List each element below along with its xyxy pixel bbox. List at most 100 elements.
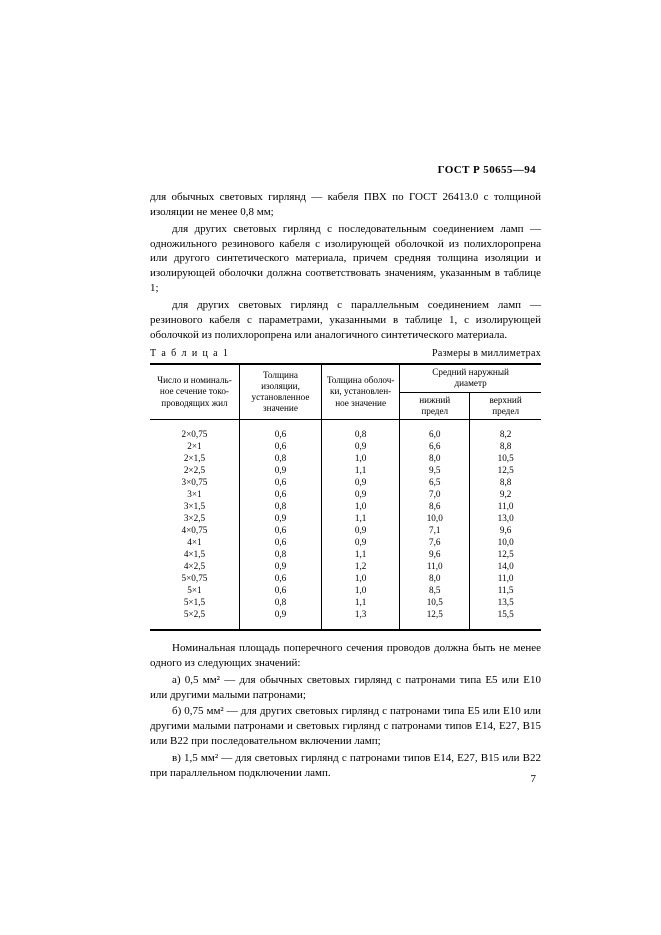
table-head: Число и номиналь-ное сечение токо-провод… [150,365,541,419]
table-cell: 4×0,75 [150,524,240,536]
table-cell: 0,6 [240,524,322,536]
table-cell: 8,0 [400,572,470,584]
table-cell: 0,6 [240,420,322,441]
table-cell: 5×0,75 [150,572,240,584]
table-cell: 2×0,75 [150,420,240,441]
table-cell: 0,9 [240,560,322,572]
table-cell: 1,0 [322,500,400,512]
table-row: 3×0,750,60,96,58,8 [150,476,541,488]
table-cell: 8,8 [470,476,541,488]
table-cell: 0,9 [322,488,400,500]
table-cell: 0,8 [240,452,322,464]
table-cell: 3×1,5 [150,500,240,512]
table-cell: 9,2 [470,488,541,500]
table-row: 5×1,50,81,110,513,5 [150,597,541,609]
table-cell: 0,6 [240,440,322,452]
table-cell: 1,2 [322,560,400,572]
table-cell: 14,0 [470,560,541,572]
table-cell: 0,9 [240,464,322,476]
table-cell: 1,1 [322,512,400,524]
table-row: 4×2,50,91,211,014,0 [150,560,541,572]
para-2: для других световых гирлянд с последоват… [150,222,541,296]
table-cell: 4×2,5 [150,560,240,572]
table-cell: 15,5 [470,609,541,630]
table-cell: 2×1,5 [150,452,240,464]
table-cell: 3×1 [150,488,240,500]
table-cell: 3×0,75 [150,476,240,488]
table-cell: 8,5 [400,584,470,596]
table-body: 2×0,750,60,86,08,22×10,60,96,68,82×1,50,… [150,420,541,630]
table-cell: 7,6 [400,536,470,548]
table-cell: 11,0 [470,500,541,512]
table-cell: 3×2,5 [150,512,240,524]
col-header-upper: верхнийпредел [470,393,541,420]
table-cell: 11,5 [470,584,541,596]
table-cell: 5×1,5 [150,597,240,609]
table-row: 5×0,750,61,08,011,0 [150,572,541,584]
table-cell: 0,9 [322,524,400,536]
table-cell: 0,6 [240,488,322,500]
table-cell: 0,8 [240,597,322,609]
table-cell: 13,0 [470,512,541,524]
table-cell: 0,6 [240,584,322,596]
table-cell: 2×1 [150,440,240,452]
table-row: 4×10,60,97,610,0 [150,536,541,548]
data-table: Число и номиналь-ное сечение токо-провод… [150,363,541,631]
table-cell: 0,9 [322,476,400,488]
table-cell: 10,5 [470,452,541,464]
table-cell: 6,5 [400,476,470,488]
table-cell: 8,8 [470,440,541,452]
table-cell: 1,3 [322,609,400,630]
document-header: ГОСТ Р 50655—94 [438,164,536,176]
table-cell: 8,6 [400,500,470,512]
table-cell: 13,5 [470,597,541,609]
table-cell: 8,2 [470,420,541,441]
table-row: 2×10,60,96,68,8 [150,440,541,452]
table-row: 2×1,50,81,08,010,5 [150,452,541,464]
table-cell: 0,9 [322,440,400,452]
col-header-conductors: Число и номиналь-ное сечение токо-провод… [150,365,240,419]
content-block: для обычных световых гирлянд — кабеля ПВ… [150,190,541,781]
table-cell: 11,0 [400,560,470,572]
table-row: 5×10,61,08,511,5 [150,584,541,596]
table-cell: 6,0 [400,420,470,441]
table-cell: 0,6 [240,572,322,584]
col-header-lower: нижнийпредел [400,393,470,420]
para-b4: в) 1,5 мм² — для световых гирлянд с патр… [150,751,541,781]
table-cell: 6,6 [400,440,470,452]
table-cell: 9,5 [400,464,470,476]
table-cell: 0,9 [322,536,400,548]
table-cell: 7,0 [400,488,470,500]
table-cell: 0,8 [322,420,400,441]
table-cell: 4×1,5 [150,548,240,560]
table-caption: Т а б л и ц а 1 Размеры в миллиметрах [150,348,541,359]
table-cell: 2×2,5 [150,464,240,476]
table-row: 5×2,50,91,312,515,5 [150,609,541,630]
table-cell: 12,5 [470,464,541,476]
table-row: 3×1,50,81,08,611,0 [150,500,541,512]
table-cell: 11,0 [470,572,541,584]
col-header-sheath: Толщина оболоч-ки, установлен-ное значен… [322,365,400,419]
table-cell: 1,1 [322,597,400,609]
table-cell: 0,6 [240,536,322,548]
table-cell: 10,0 [400,512,470,524]
table-row: 2×0,750,60,86,08,2 [150,420,541,441]
table-cell: 0,8 [240,548,322,560]
table-cell: 10,0 [470,536,541,548]
table-row: 2×2,50,91,19,512,5 [150,464,541,476]
table-row: 4×1,50,81,19,612,5 [150,548,541,560]
table-row: 3×10,60,97,09,2 [150,488,541,500]
table-cell: 10,5 [400,597,470,609]
table-cell: 0,6 [240,476,322,488]
table-cell: 9,6 [400,548,470,560]
para-1: для обычных световых гирлянд — кабеля ПВ… [150,190,541,220]
table-row: 3×2,50,91,110,013,0 [150,512,541,524]
table-cell: 0,9 [240,609,322,630]
table-cell: 5×1 [150,584,240,596]
page-number: 7 [531,773,537,785]
table-cell: 4×1 [150,536,240,548]
table-cell: 1,0 [322,584,400,596]
para-b3: б) 0,75 мм² — для других световых гирлян… [150,704,541,749]
table-cell: 1,1 [322,464,400,476]
para-3: для других световых гирлянд с параллельн… [150,298,541,343]
